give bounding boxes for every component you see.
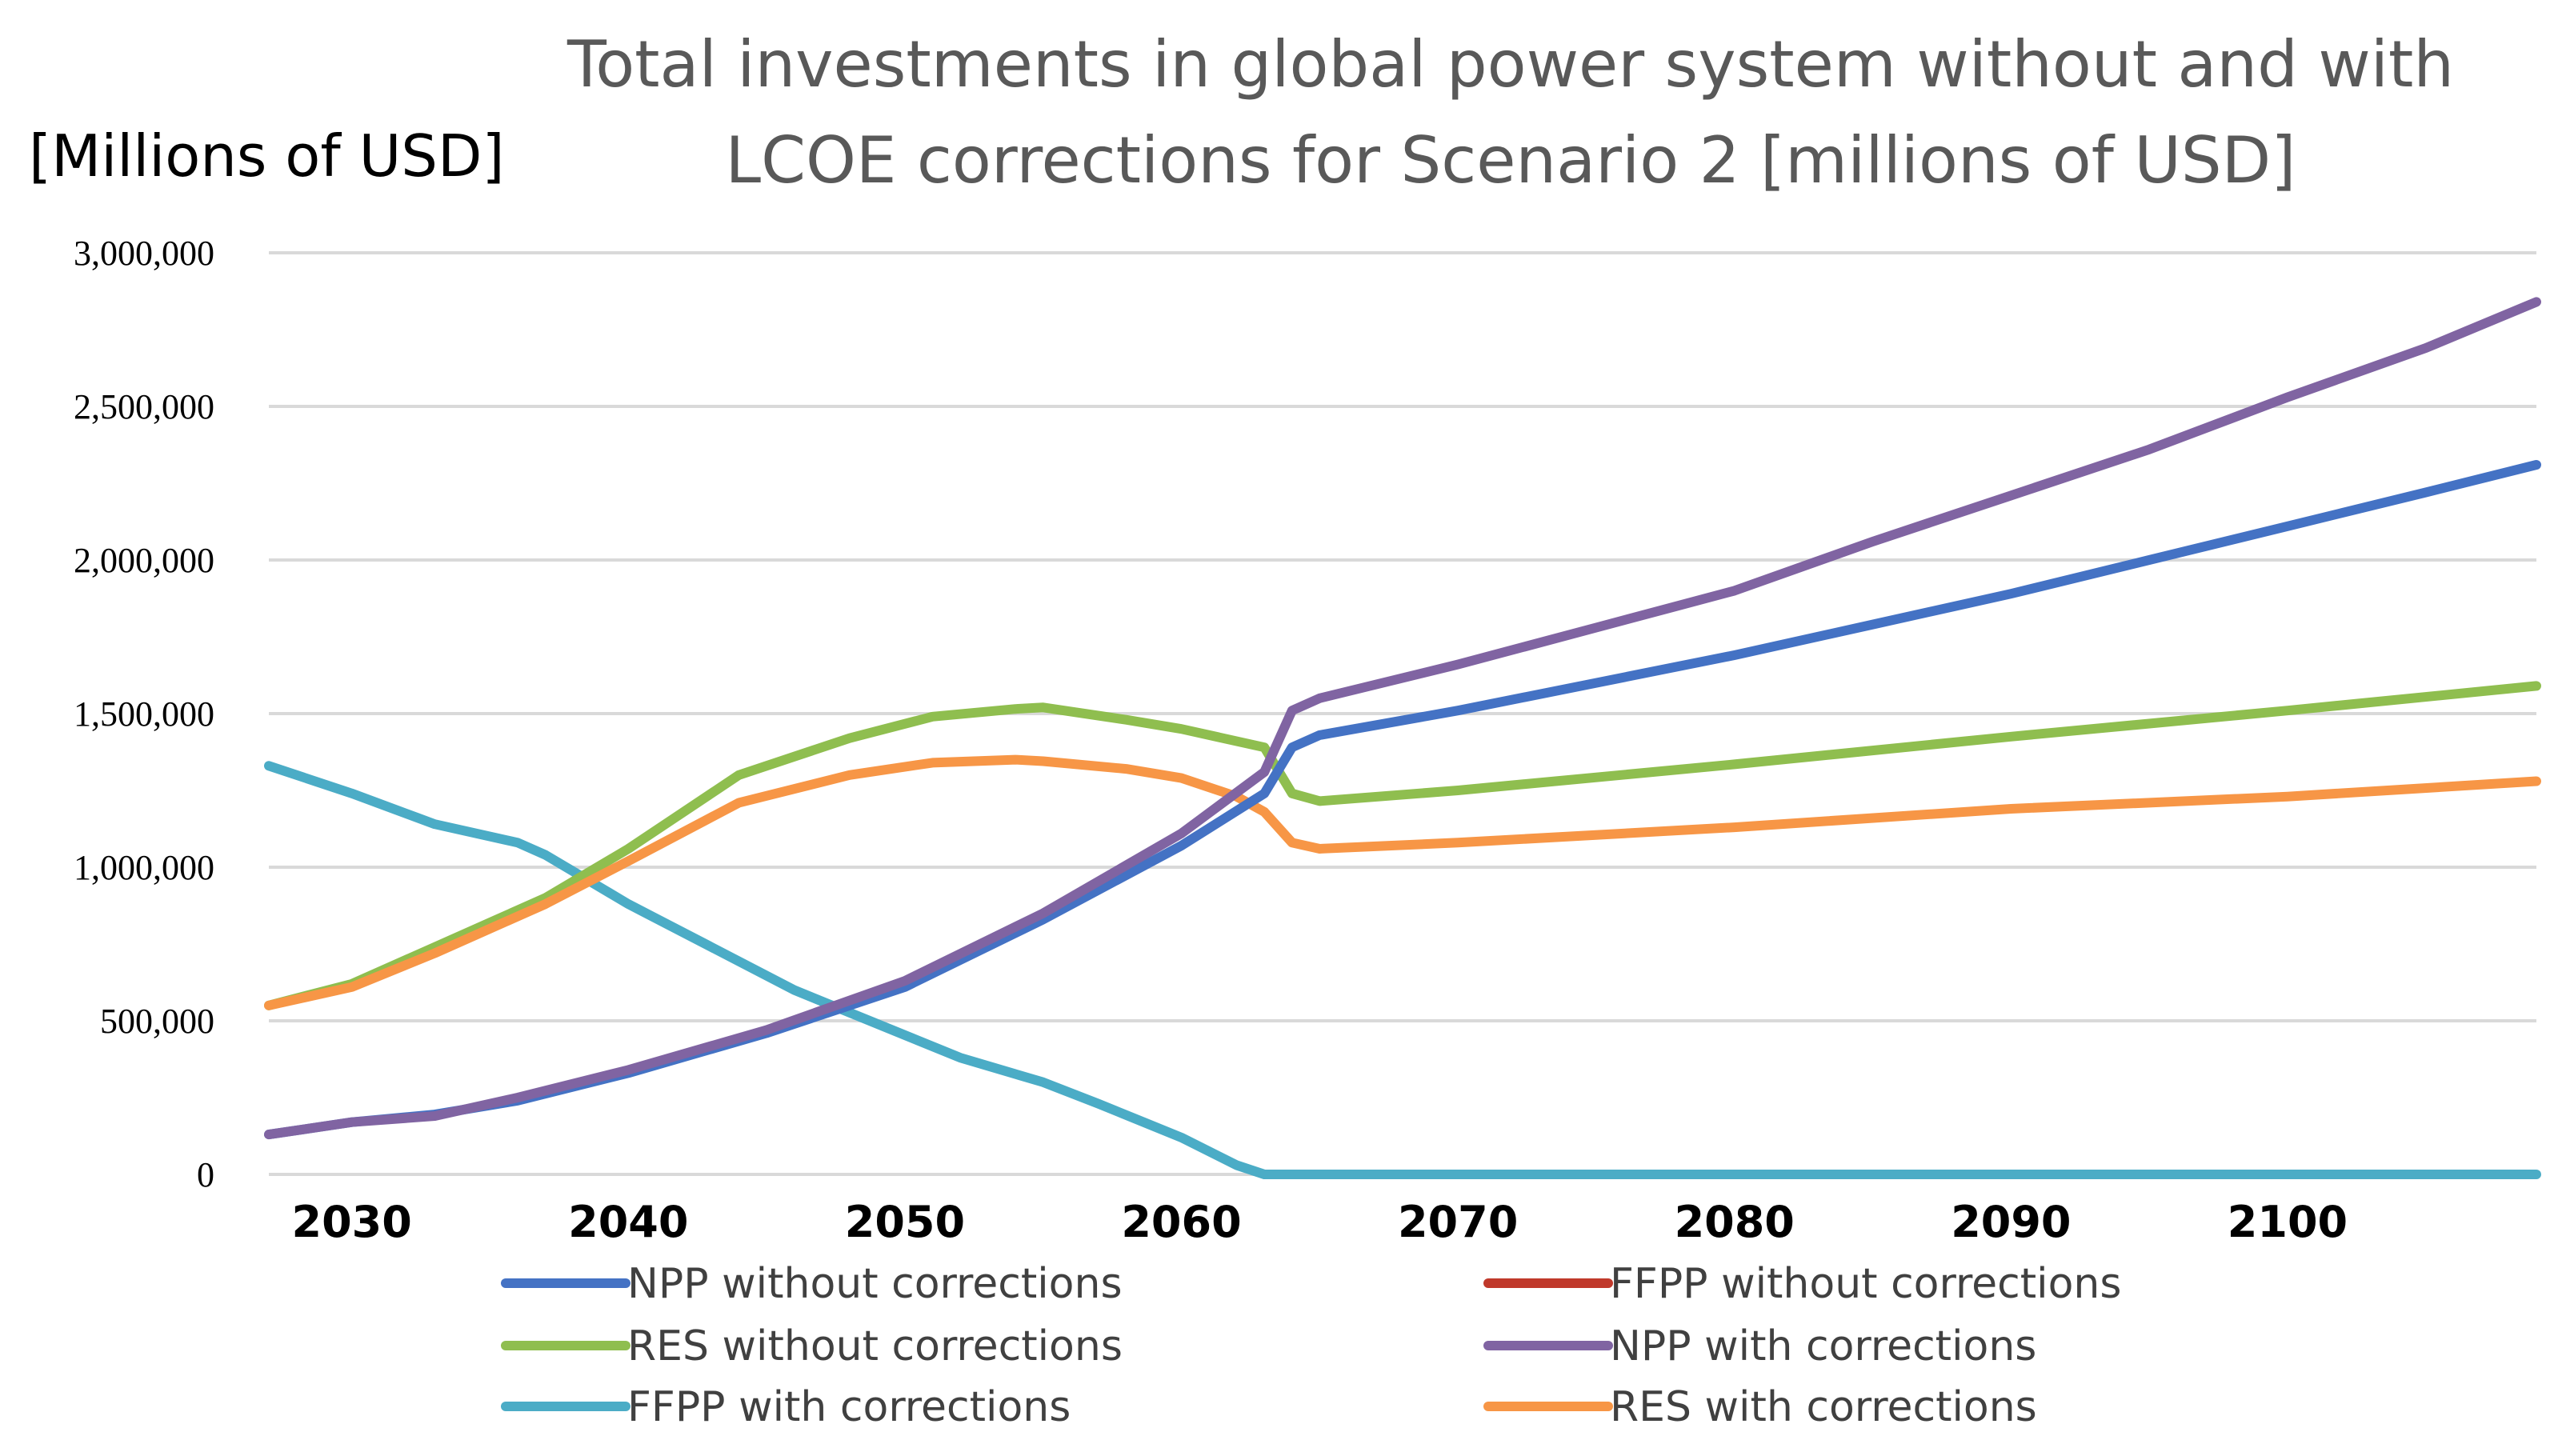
x-tick-label: 2090 xyxy=(1951,1197,2071,1247)
y-tick-label: 500,000 xyxy=(100,1002,214,1041)
series-line-npp-with-corrections xyxy=(264,297,2541,1140)
legend-item: RES without corrections xyxy=(501,1322,1123,1370)
legend-label: FFPP without corrections xyxy=(1610,1260,2121,1308)
plot-series xyxy=(264,297,2541,1179)
y-tick-label: 3,000,000 xyxy=(74,234,214,273)
y-axis-unit-label: [Millions of USD] xyxy=(29,122,505,190)
y-tick-label: 1,000,000 xyxy=(74,848,214,887)
legend-label: RES with corrections xyxy=(1610,1383,2037,1431)
legend-label: NPP with corrections xyxy=(1610,1322,2036,1370)
x-tick-label: 2060 xyxy=(1121,1197,1241,1247)
x-tick-label: 2100 xyxy=(2228,1197,2348,1247)
gridlines xyxy=(269,251,2536,1176)
chart-title-line-1: Total investments in global power system… xyxy=(566,27,2454,102)
y-tick-label: 2,500,000 xyxy=(74,387,214,426)
legend-item: NPP without corrections xyxy=(501,1260,1123,1308)
chart-title-line-2: LCOE corrections for Scenario 2 [million… xyxy=(726,123,2296,198)
legend-item: FFPP without corrections xyxy=(1483,1260,2121,1308)
x-tick-label: 2080 xyxy=(1675,1197,1795,1247)
legend-label: NPP without corrections xyxy=(627,1260,1123,1308)
x-tick-label: 2070 xyxy=(1398,1197,1518,1247)
legend: NPP without corrections FFPP without corr… xyxy=(501,1260,2121,1431)
x-tick-label: 2040 xyxy=(568,1197,688,1247)
x-tick-label: 2050 xyxy=(845,1197,965,1247)
legend-label: FFPP with corrections xyxy=(627,1383,1071,1431)
y-tick-label: 0 xyxy=(197,1155,214,1194)
series-line-res-without-corrections xyxy=(264,681,2541,1010)
y-tick-label: 1,500,000 xyxy=(74,694,214,734)
x-tick-label: 2030 xyxy=(292,1197,412,1247)
series-line-ffpp-with-corrections xyxy=(264,761,2541,1179)
series-line-res-with-corrections xyxy=(264,754,2541,1010)
legend-item: NPP with corrections xyxy=(1483,1322,2036,1370)
legend-item: FFPP with corrections xyxy=(501,1383,1071,1431)
y-tick-label: 2,000,000 xyxy=(74,541,214,580)
legend-item: RES with corrections xyxy=(1483,1383,2037,1431)
chart-title: Total investments in global power system… xyxy=(566,27,2454,198)
y-axis-ticks: 0 500,000 1,000,000 1,500,000 2,000,000 2,500… xyxy=(74,234,214,1194)
legend-label: RES without corrections xyxy=(627,1322,1123,1370)
x-axis-ticks: 2030 2040 2050 2060 2070 2080 2090 2100 xyxy=(292,1197,2348,1247)
